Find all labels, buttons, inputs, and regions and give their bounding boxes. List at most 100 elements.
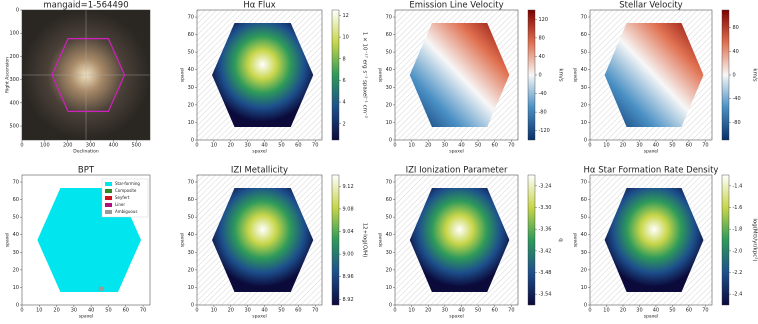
- colorbar: [528, 175, 535, 305]
- y-axis-label: spaxel: [573, 233, 579, 248]
- y-tick-label: 40: [13, 232, 19, 238]
- x-tick-label: 40: [88, 308, 94, 314]
- colorbar: [332, 175, 339, 305]
- colorbar-tick-label: -3.48: [539, 270, 552, 276]
- y-tick-label: 0: [191, 138, 194, 144]
- y-tick-label: 50: [13, 215, 19, 221]
- legend-swatch: [105, 189, 112, 193]
- y-tick-label: 60: [386, 32, 392, 38]
- x-tick-label: 20: [425, 143, 431, 149]
- colorbar-tick-label: -40: [539, 91, 547, 97]
- y-tick-label: 50: [188, 215, 194, 221]
- x-tick-label: 0: [393, 308, 396, 314]
- x-tick-label: 30: [244, 308, 250, 314]
- x-tick-label: 100: [40, 143, 50, 149]
- colorbar-tick-label: 9.04: [343, 229, 354, 235]
- colorbar-label: log(M⊙/yr/kpc²): [752, 218, 758, 261]
- x-axis-label: spaxel: [79, 314, 94, 320]
- y-tick-label: 0: [16, 8, 19, 14]
- colorbar-tick-label: -1.4: [733, 183, 743, 189]
- colorbar: [722, 10, 729, 140]
- x-axis-label: spaxel: [252, 149, 267, 155]
- x-axis-label: spaxel: [252, 314, 267, 320]
- x-tick-label: 70: [508, 308, 514, 314]
- colorbar-tick-label: 8: [343, 56, 346, 62]
- colorbar: [332, 10, 339, 140]
- x-tick-label: 70: [508, 143, 514, 149]
- x-tick-label: 60: [295, 143, 301, 149]
- y-tick-label: 0: [584, 138, 587, 144]
- legend-label: Ambiguous: [115, 209, 137, 214]
- x-tick-label: 0: [588, 143, 591, 149]
- chart-title: Hα Flux: [243, 1, 275, 11]
- y-tick-label: 40: [386, 232, 392, 238]
- y-tick-label: 30: [581, 250, 587, 256]
- x-tick-label: 50: [475, 308, 481, 314]
- y-tick-label: 50: [386, 50, 392, 56]
- x-tick-label: 50: [278, 308, 284, 314]
- x-tick-label: 10: [211, 143, 217, 149]
- y-tick-label: 40: [581, 67, 587, 73]
- colorbar-tick-label: 40: [539, 54, 545, 60]
- x-tick-label: 20: [228, 143, 234, 149]
- x-tick-label: 20: [53, 308, 59, 314]
- y-tick-label: 50: [386, 215, 392, 221]
- chart-title: mangaid=1-564490: [43, 1, 128, 11]
- y-axis-label: spaxel: [573, 68, 579, 83]
- colorbar-tick-label: -3.36: [539, 227, 552, 233]
- y-tick-label: 10: [581, 285, 587, 291]
- x-tick-label: 30: [442, 308, 448, 314]
- bpt-spot: [99, 287, 104, 291]
- x-axis-label: spaxel: [644, 314, 659, 320]
- y-tick-label: 0: [191, 303, 194, 309]
- colorbar-tick-label: 40: [733, 49, 739, 55]
- x-tick-label: 20: [620, 143, 626, 149]
- y-tick-label: 40: [188, 67, 194, 73]
- y-tick-label: 30: [13, 250, 19, 256]
- y-tick-label: 0: [389, 303, 392, 309]
- y-axis-label: spaxel: [180, 68, 186, 83]
- colorbar-tick-label: 8.92: [343, 297, 354, 303]
- x-tick-label: 60: [492, 308, 498, 314]
- x-tick-label: 50: [278, 143, 284, 149]
- x-tick-label: 40: [261, 143, 267, 149]
- x-tick-label: 30: [636, 143, 642, 149]
- colorbar-tick-label: 12: [343, 13, 349, 19]
- y-tick-label: 20: [13, 267, 19, 273]
- legend-label: Seyfert: [115, 195, 130, 200]
- colorbar-tick-label: 80: [539, 35, 545, 41]
- y-tick-label: 60: [13, 197, 19, 203]
- colorbar-tick-label: 0: [539, 73, 542, 79]
- y-tick-label: 60: [188, 32, 194, 38]
- y-tick-label: 20: [386, 102, 392, 108]
- legend-label: Liner: [115, 202, 125, 207]
- colorbar-tick-label: -80: [539, 110, 547, 116]
- colorbar-tick-label: -2.0: [733, 248, 743, 254]
- x-tick-label: 70: [702, 308, 708, 314]
- x-tick-label: 40: [458, 143, 464, 149]
- x-tick-label: 70: [702, 143, 708, 149]
- colorbar-tick-label: -2.4: [733, 292, 743, 298]
- x-tick-label: 30: [71, 308, 77, 314]
- colorbar: [722, 175, 729, 305]
- x-tick-label: 20: [425, 308, 431, 314]
- x-tick-label: 0: [195, 143, 198, 149]
- y-tick-label: 70: [581, 180, 587, 186]
- y-tick-label: 10: [13, 285, 19, 291]
- y-tick-label: 70: [581, 15, 587, 21]
- x-tick-label: 200: [63, 143, 73, 149]
- x-tick-label: 30: [442, 143, 448, 149]
- colorbar-tick-label: 8.96: [343, 274, 354, 280]
- x-tick-label: 10: [408, 308, 414, 314]
- x-tick-label: 10: [408, 143, 414, 149]
- colorbar-tick-label: 4: [343, 100, 346, 106]
- y-tick-label: 0: [16, 303, 19, 309]
- colorbar-tick-label: 120: [539, 17, 549, 23]
- y-axis-label: spaxel: [378, 68, 384, 83]
- y-tick-label: 30: [386, 85, 392, 91]
- x-tick-label: 0: [20, 308, 23, 314]
- colorbar-tick-label: 2: [343, 121, 346, 127]
- chart-title: BPT: [78, 166, 95, 176]
- x-tick-label: 0: [393, 143, 396, 149]
